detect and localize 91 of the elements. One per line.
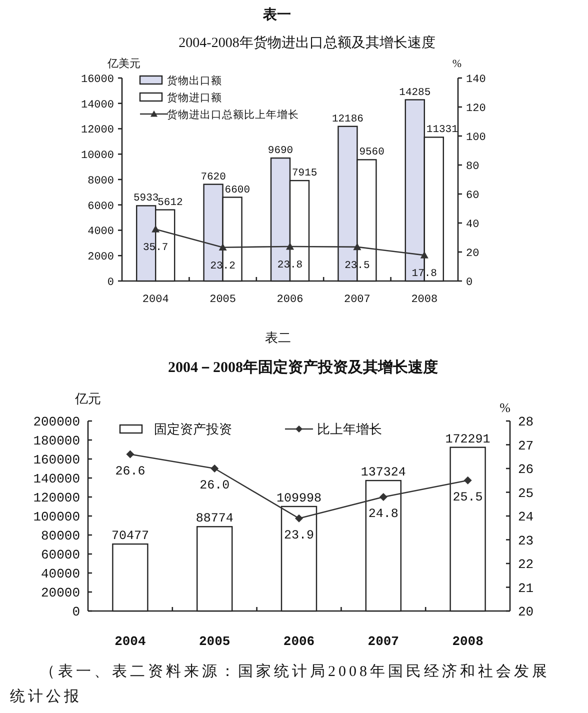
point: [218, 243, 227, 251]
y-tick-label: 20000: [40, 586, 80, 601]
chart-title: 表一: [262, 7, 291, 23]
data-label: 26.0: [200, 478, 230, 492]
y-tick-label: 2000: [88, 252, 114, 264]
y2-tick-label: 25: [518, 486, 534, 501]
y2-tick-label: 23: [518, 533, 534, 548]
point: [295, 514, 303, 522]
y-axis-title: 亿美元: [106, 57, 140, 70]
y2-tick-label: 80: [466, 160, 480, 173]
x-tick-label: 2008: [411, 294, 438, 306]
y-tick-label: 160000: [33, 452, 80, 468]
point: [379, 493, 388, 501]
y2-tick-label: 140: [466, 74, 486, 86]
legend-label: 货物进出口总额比上年增长: [167, 108, 299, 121]
y-tick-label: 40000: [40, 566, 80, 582]
data-label: 14285: [399, 86, 431, 99]
y-tick-label: 16000: [80, 74, 114, 86]
point: [464, 476, 472, 484]
y-tick-label: 14000: [80, 99, 114, 112]
legend-label: 比上年增长: [317, 422, 382, 437]
x-tick-label: 2007: [344, 294, 370, 306]
y-tick-label: 0: [107, 276, 114, 289]
point: [126, 450, 134, 458]
x-tick-label: 2006: [276, 294, 304, 306]
y-tick-label: 10000: [80, 150, 114, 162]
y-tick-label: 200000: [33, 414, 80, 430]
y-tick-label: 80000: [40, 528, 80, 544]
x-tick-label: 2005: [210, 294, 236, 306]
y-tick-label: 100000: [33, 510, 80, 525]
y-axis-title: 亿元: [74, 391, 101, 406]
data-label: 11331: [426, 124, 458, 136]
y-tick-label: 140000: [33, 472, 80, 487]
y-tick-label: 6000: [88, 200, 114, 213]
data-label: 25.5: [452, 490, 483, 504]
chart-subtitle: 2004－2008年固定资产投资及其增长速度: [168, 358, 438, 376]
y2-axis-title: %: [452, 58, 462, 70]
data-label: 137324: [360, 466, 406, 480]
legend-label: 货物进口额: [167, 90, 222, 104]
x-tick-label: 2004: [142, 294, 170, 306]
chart-subtitle: 2004-2008年货物进出口总额及其增长速度: [178, 35, 436, 51]
x-tick-label: 2007: [368, 634, 400, 649]
y2-tick-label: 21: [518, 580, 534, 596]
y-tick-label: 12000: [80, 124, 114, 137]
y-tick-label: 4000: [88, 226, 114, 238]
data-label: 26.6: [115, 464, 146, 478]
data-label: 23.9: [284, 528, 314, 542]
y2-axis-title: %: [500, 400, 511, 415]
legend-label: 货物出口额: [167, 74, 222, 87]
y2-tick-label: 26: [518, 462, 534, 478]
x-tick-label: 2008: [452, 634, 484, 649]
y2-tick-label: 120: [466, 102, 486, 115]
legend-label: 固定资产投资: [154, 422, 232, 437]
point: [420, 251, 428, 258]
data-label: 172291: [445, 432, 490, 446]
y2-tick-label: 24: [518, 510, 534, 525]
y2-tick-label: 20: [466, 248, 480, 260]
y2-tick-label: 60: [466, 190, 480, 202]
point: [286, 242, 294, 250]
y2-tick-label: 20: [518, 604, 534, 620]
x-tick-label: 2006: [283, 634, 315, 649]
y2-tick-label: 40: [466, 218, 480, 231]
y2-tick-label: 100: [466, 132, 486, 144]
y-tick-label: 180000: [33, 434, 80, 449]
data-label: 5612: [158, 196, 183, 209]
data-label: 9560: [359, 146, 384, 159]
chart-title: 表二: [265, 330, 291, 345]
y2-tick-label: 27: [518, 438, 534, 454]
data-label: 9690: [268, 145, 294, 158]
data-label: 109998: [276, 492, 322, 506]
y-tick-label: 120000: [33, 490, 80, 506]
y2-tick-label: 0: [466, 276, 473, 289]
data-label: 24.8: [368, 507, 398, 521]
y-tick-label: 0: [72, 604, 80, 620]
x-tick-label: 2004: [114, 634, 146, 649]
point: [353, 242, 362, 250]
y2-tick-label: 22: [518, 557, 534, 572]
data-label: 6600: [224, 184, 250, 196]
y-tick-label: 60000: [40, 548, 80, 563]
data-label: 88774: [196, 512, 234, 526]
data-label: 7915: [292, 168, 318, 180]
text: （表一、表二资料来源：国家统计局2008年国民经济和社会发展统计公报: [10, 662, 551, 707]
y2-tick-label: 28: [518, 414, 534, 430]
point: [210, 464, 219, 472]
y-tick-label: 8000: [88, 175, 114, 188]
x-tick-label: 2005: [198, 634, 230, 649]
data-label: 7620: [200, 171, 226, 184]
data-label: 70477: [111, 529, 149, 544]
point: [152, 225, 160, 232]
data-label: 12186: [332, 113, 364, 126]
data-label: 5933: [133, 192, 159, 205]
